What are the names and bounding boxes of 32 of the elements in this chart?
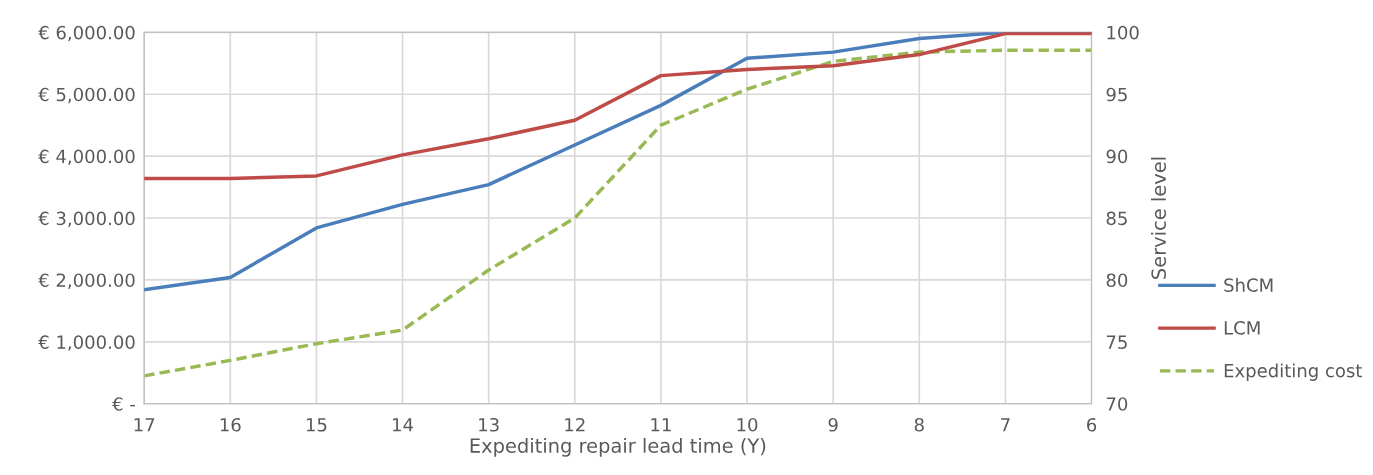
y2-axis-title: Service level bbox=[1151, 157, 1167, 279]
x-tick-label: 8 bbox=[914, 417, 924, 432]
legend-label: LCM bbox=[1224, 321, 1260, 335]
x-tick-label: 13 bbox=[479, 417, 499, 432]
x-tick-label: 11 bbox=[651, 418, 671, 432]
x-tick-label: 17 bbox=[134, 418, 155, 432]
y2-tick-label: 100 bbox=[1107, 25, 1139, 40]
x-tick-label: 9 bbox=[828, 417, 838, 432]
y2-tick-label: 80 bbox=[1106, 273, 1128, 288]
y2-tick-label: 75 bbox=[1106, 335, 1127, 349]
y-tick-label: € 3,000.00 bbox=[38, 211, 135, 227]
legend-label: ShCM bbox=[1224, 277, 1273, 292]
line-series bbox=[144, 48, 1092, 378]
y2-tick-label: 70 bbox=[1106, 397, 1128, 411]
x-axis-title: Expediting repair lead time (Y) bbox=[470, 437, 766, 457]
legend-label: Expediting cost bbox=[1224, 363, 1362, 381]
y-tick-label: € 2,000.00 bbox=[38, 273, 135, 289]
x-tick-label: 7 bbox=[1001, 418, 1010, 432]
x-tick-label: 14 bbox=[393, 418, 414, 432]
x-tick-label: 10 bbox=[737, 417, 758, 432]
y2-tick-label: 85 bbox=[1106, 211, 1127, 226]
x-tick-label: 12 bbox=[565, 417, 585, 432]
y-tick-label: € 1,000.00 bbox=[38, 335, 135, 351]
y2-tick-label: 90 bbox=[1106, 149, 1128, 164]
y2-tick-label: 95 bbox=[1106, 87, 1127, 102]
y-tick-label: € - bbox=[112, 397, 135, 411]
x-tick-label: 6 bbox=[1087, 417, 1097, 432]
x-tick-label: 16 bbox=[220, 417, 241, 432]
y-tick-label: € 4,000.00 bbox=[38, 149, 135, 166]
y-tick-label: € 5,000.00 bbox=[38, 87, 135, 104]
x-tick-label: 15 bbox=[306, 418, 327, 432]
y-tick-label: € 6,000.00 bbox=[38, 25, 135, 42]
